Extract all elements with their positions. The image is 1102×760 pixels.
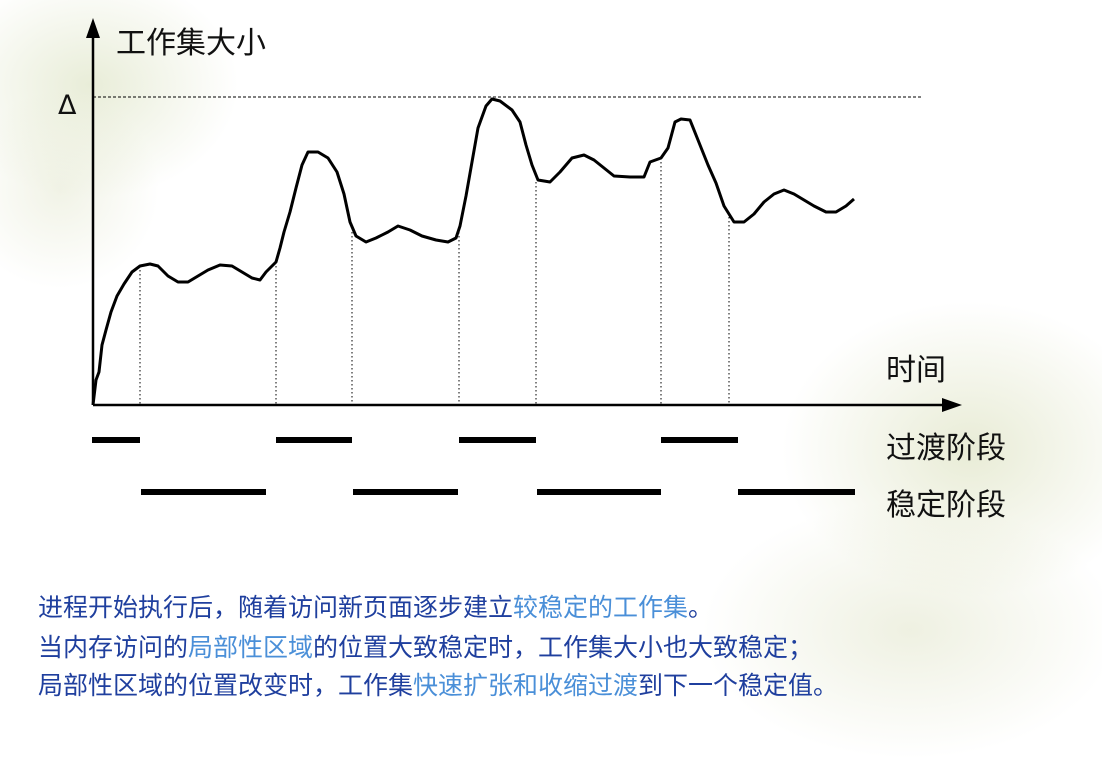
caption-line-1: 进程开始执行后，随着访问新页面逐步建立较稳定的工作集。 [38, 592, 713, 624]
caption-line-3-highlight: 快速扩张和收缩过渡 [413, 671, 639, 700]
working-set-diagram [86, 18, 962, 495]
caption-line-3-part-3: 到下一个稳定值。 [638, 671, 839, 700]
caption-line-1-part-3: 。 [688, 593, 714, 622]
y-axis-arrowhead [86, 18, 100, 38]
legend-stable-label: 稳定阶段 [886, 488, 1006, 523]
legend-transition-label: 过渡阶段 [886, 431, 1006, 466]
x-axis-label: 时间 [886, 353, 946, 388]
caption-line-2: 当内存访问的局部性区域的位置大致稳定时，工作集大小也大致稳定； [38, 632, 813, 664]
max-marker-label: Δ [58, 90, 77, 121]
caption-line-2-part-1: 当内存访问的 [38, 633, 189, 662]
phase-boundaries [139, 162, 730, 405]
caption-line-2-highlight: 局部性区域 [188, 633, 314, 662]
x-axis-arrowhead [942, 398, 962, 412]
working-set-curve [91, 97, 855, 406]
caption-line-1-part-1: 进程开始执行后，随着访问新页面逐步建立 [38, 593, 514, 622]
caption-line-2-part-3: 的位置大致稳定时，工作集大小也大致稳定； [313, 633, 814, 662]
caption-line-3: 局部性区域的位置改变时，工作集快速扩张和收缩过渡到下一个稳定值。 [38, 670, 838, 702]
caption-line-3-part-1: 局部性区域的位置改变时，工作集 [38, 671, 414, 700]
y-axis-label: 工作集大小 [116, 26, 266, 61]
caption-line-1-highlight: 较稳定的工作集 [513, 593, 689, 622]
